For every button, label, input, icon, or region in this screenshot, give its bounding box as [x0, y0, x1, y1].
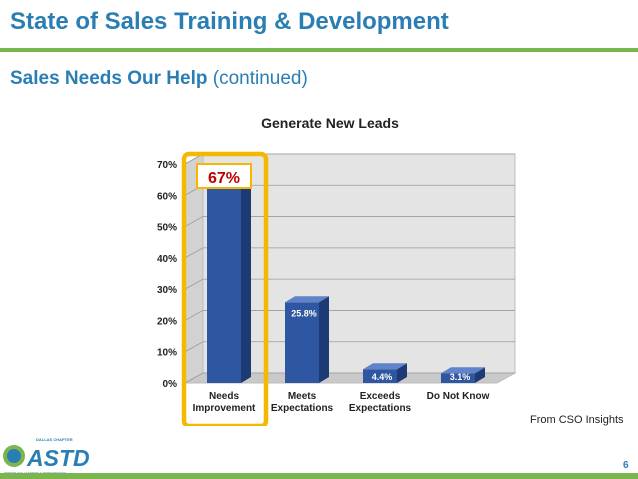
subtitle-rest: (continued): [207, 68, 308, 89]
y-tick-label: 50%: [157, 223, 177, 234]
x-tick-label: Needs: [209, 391, 239, 402]
x-tick-label: Improvement: [193, 403, 256, 414]
bar: [441, 373, 475, 383]
bar-top: [363, 363, 407, 370]
x-tick-label: Meets: [288, 391, 317, 402]
y-tick-label: 20%: [157, 316, 177, 327]
highlight-frame: [181, 151, 269, 426]
highlight-callout-label: 67%: [208, 170, 240, 187]
subtitle-bold: Sales Needs Our Help: [10, 68, 208, 89]
data-label: 3.1%: [450, 372, 471, 382]
gridline: [184, 341, 515, 353]
x-tick-label: Exceeds: [360, 391, 401, 402]
bar-top: [441, 367, 485, 374]
slide-subtitle: Sales Needs Our Help (continued): [10, 68, 308, 90]
bar-side: [241, 167, 251, 383]
footer-rule: [0, 473, 638, 479]
y-tick-label: 60%: [157, 191, 177, 202]
svg-text:DALLAS CHAPTER: DALLAS CHAPTER: [36, 437, 73, 442]
bar-side: [397, 363, 407, 383]
y-tick-label: 40%: [157, 254, 177, 265]
bar-side: [475, 367, 485, 383]
y-tick-label: 10%: [157, 348, 177, 359]
bar: [207, 173, 241, 383]
chart-title: Generate New Leads: [261, 115, 399, 131]
gridline: [184, 372, 515, 384]
source-note: From CSO Insights: [530, 414, 624, 426]
gridline: [184, 216, 515, 227]
slide-title: State of Sales Training & Development: [10, 8, 449, 35]
gridline: [184, 278, 515, 290]
data-label: 4.4%: [372, 372, 393, 382]
astd-logo: DALLAS CHAPTER ASTD WORKPLACE LEARNING &…: [3, 437, 90, 475]
y-tick-label: 0%: [163, 379, 178, 390]
gridline: [184, 310, 515, 321]
gridline: [184, 247, 515, 259]
bar-top: [285, 296, 329, 303]
data-label: 25.8%: [291, 308, 317, 318]
bar: [363, 369, 397, 383]
svg-text:ASTD: ASTD: [26, 445, 90, 471]
highlight-callout-box: [196, 163, 252, 189]
bar-side: [319, 296, 329, 383]
bar: [285, 302, 319, 383]
bar-chart: Generate New Leads 0% 10% 20% 30% 40% 50% 60% 70…: [100, 108, 530, 426]
x-tick-label: Expectations: [271, 403, 334, 414]
page-number: 6: [623, 460, 629, 471]
x-tick-label: Expectations: [349, 403, 412, 414]
header-rule: [0, 48, 638, 52]
y-tick-label: 70%: [157, 160, 177, 171]
x-tick-label: Do Not Know: [427, 391, 490, 402]
y-tick-label: 30%: [157, 285, 177, 296]
